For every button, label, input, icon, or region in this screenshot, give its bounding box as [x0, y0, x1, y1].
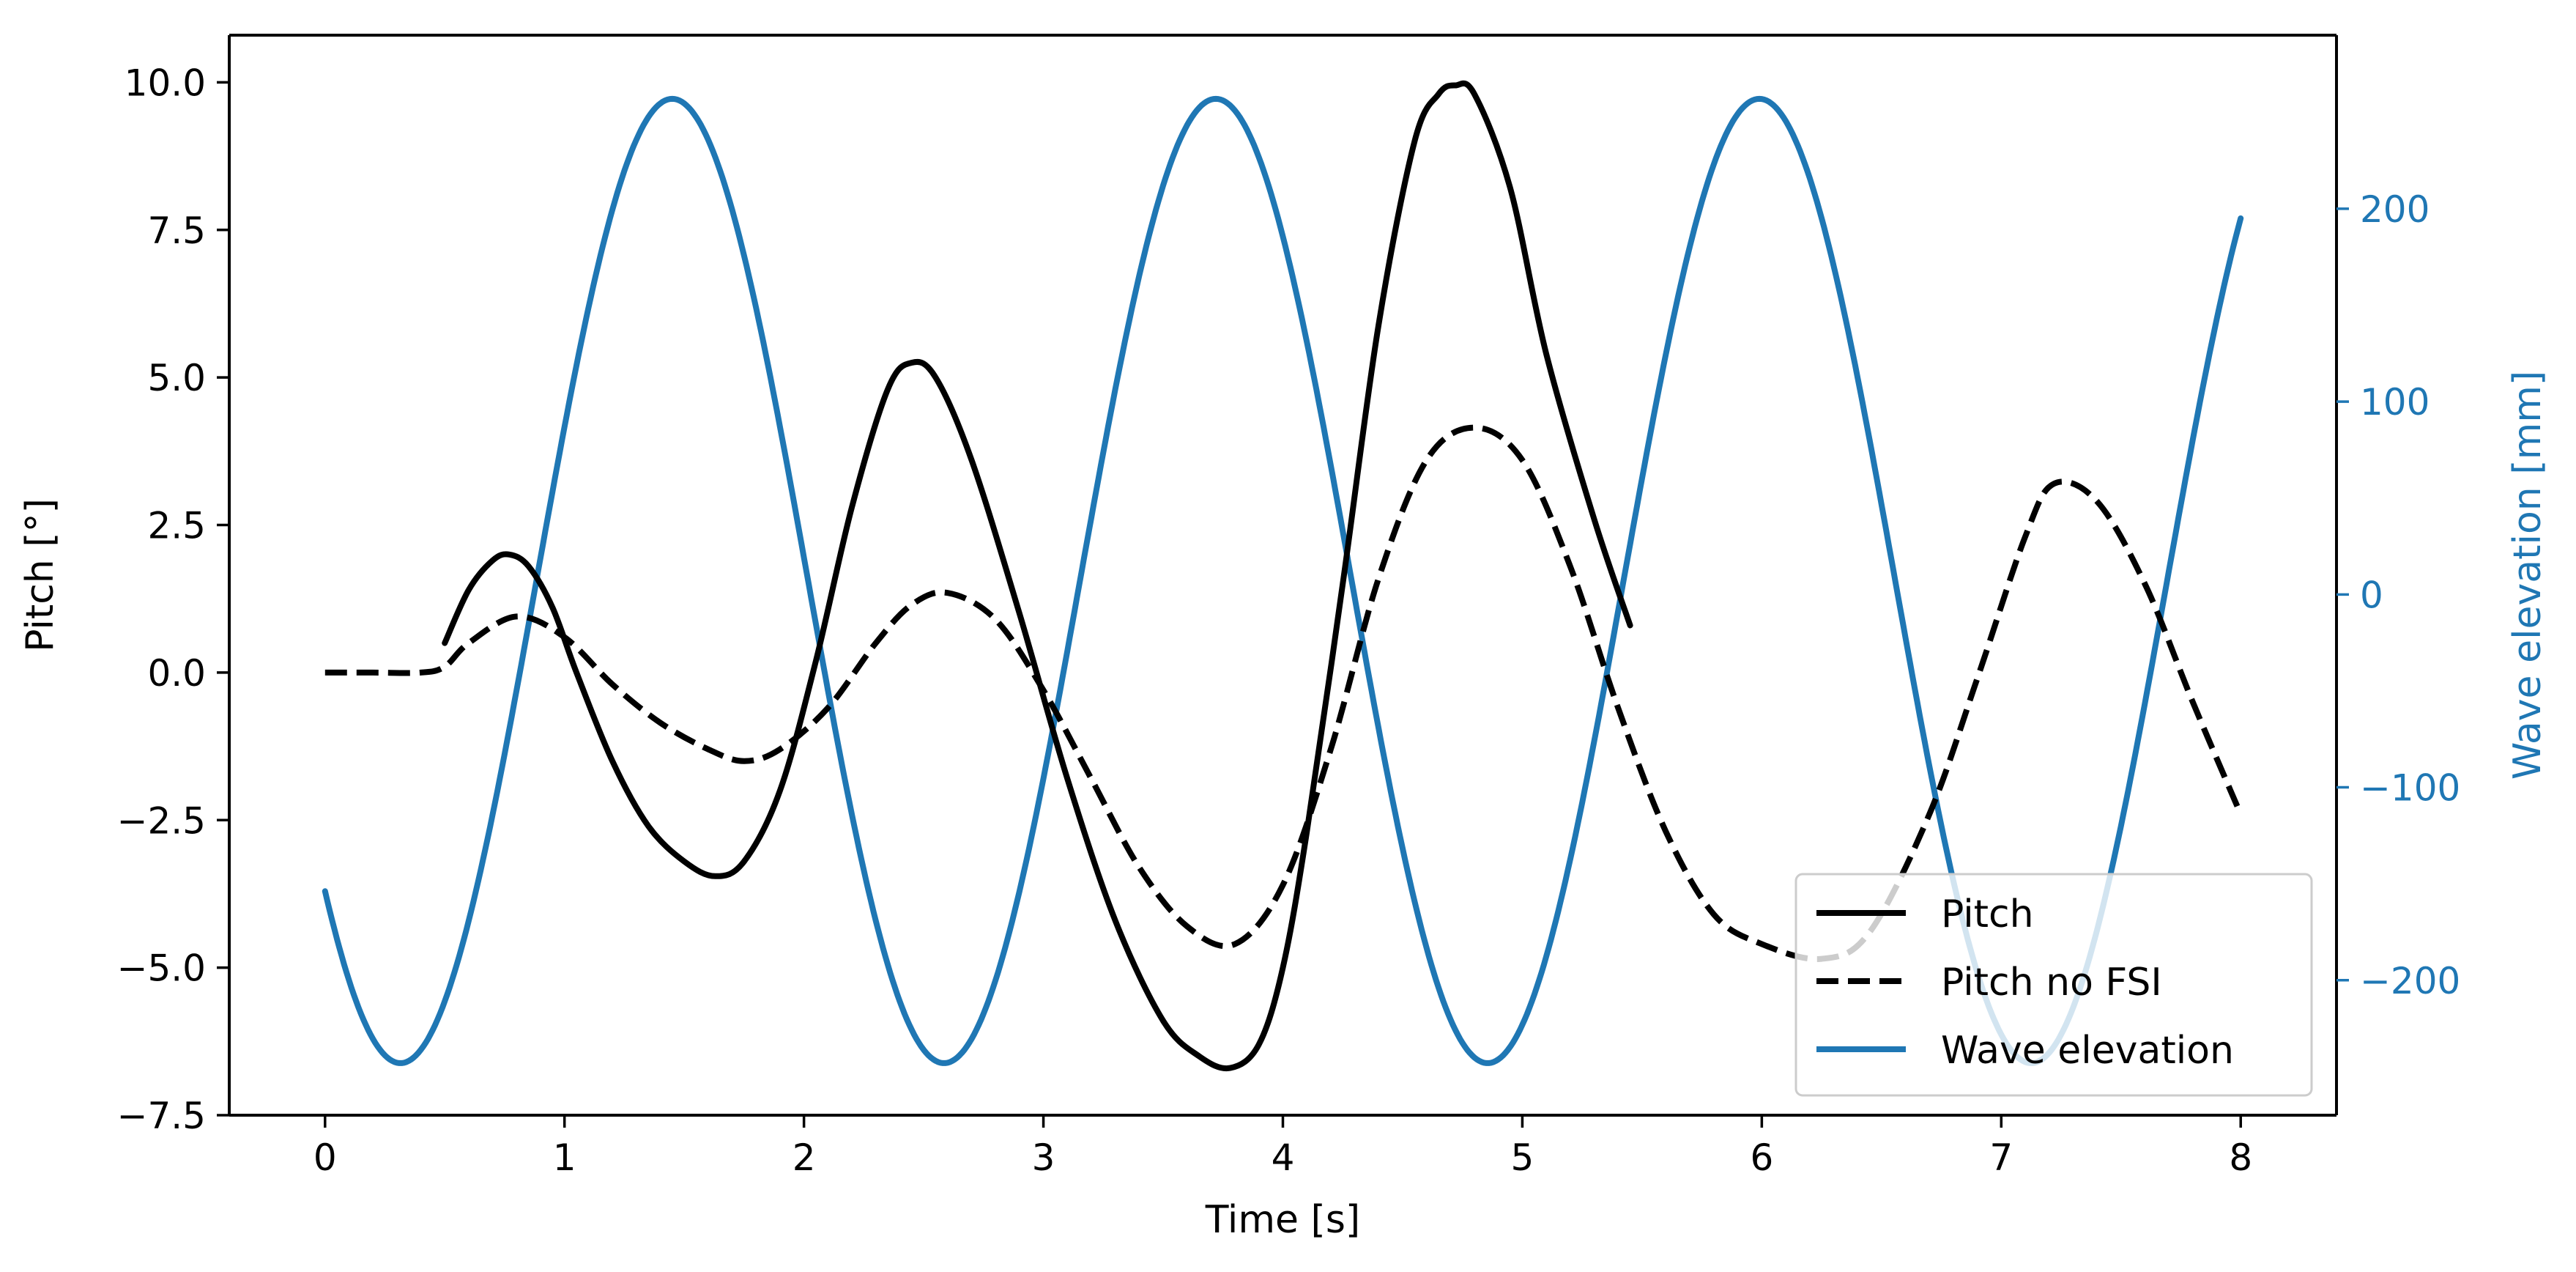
x-tick-label: 6 — [1750, 1136, 1773, 1179]
y-left-axis-label: Pitch [°] — [18, 498, 62, 652]
axes-layer: 0 1 2 3 4 5 6 7 8 −7.5 −5.0 −2.5 0.0 2.5 5.0 7.5 10.0 −20… — [18, 34, 2550, 1242]
series-layer — [322, 80, 2244, 1072]
x-tick-label: 8 — [2229, 1136, 2252, 1179]
legend-box — [1794, 873, 2313, 1097]
y-right-tick-label: −100 — [2360, 767, 2460, 810]
x-tick-label: 2 — [793, 1136, 816, 1179]
y-right-tick-label: 200 — [2360, 188, 2430, 231]
series-group — [322, 80, 2244, 1072]
x-tick-label: 1 — [553, 1136, 576, 1179]
y-left-tick-label: 7.5 — [147, 210, 206, 252]
y-right-tick-label: 0 — [2360, 574, 2383, 616]
y-left-tick-label: 5.0 — [147, 357, 206, 399]
x-tick-label: 7 — [1989, 1136, 2013, 1179]
x-tick-label: 4 — [1272, 1136, 1295, 1179]
y-left-tick-label: −5.0 — [117, 947, 206, 990]
legend-label: Wave elevation — [1941, 1029, 2234, 1073]
x-axis-label: Time [s] — [1205, 1198, 1360, 1242]
y-left-tick-label: 10.0 — [125, 62, 206, 104]
y-right-axis-label: Wave elevation [mm] — [2506, 371, 2550, 780]
y-right-tick-label: −200 — [2360, 960, 2460, 1002]
y-right-tick-label: 100 — [2360, 381, 2430, 424]
series-line-pitch — [442, 80, 1633, 1072]
x-tick-label: 0 — [313, 1136, 337, 1179]
x-tick-label: 3 — [1032, 1136, 1055, 1179]
x-tick-label: 5 — [1511, 1136, 1534, 1179]
series-line-pitch-no-fsi — [324, 424, 2243, 962]
legend-label: Pitch no FSI — [1941, 961, 2162, 1005]
series-line-wave-elevation — [322, 95, 2244, 1066]
y-left-tick-label: −7.5 — [117, 1095, 206, 1137]
y-left-tick-label: 0.0 — [147, 652, 206, 695]
y-left-tick-label: 2.5 — [147, 505, 206, 547]
legend-label: Pitch — [1941, 892, 2034, 936]
legend: Pitch Pitch no FSI Wave elevation — [1794, 873, 2313, 1097]
y-left-tick-label: −2.5 — [117, 799, 206, 842]
